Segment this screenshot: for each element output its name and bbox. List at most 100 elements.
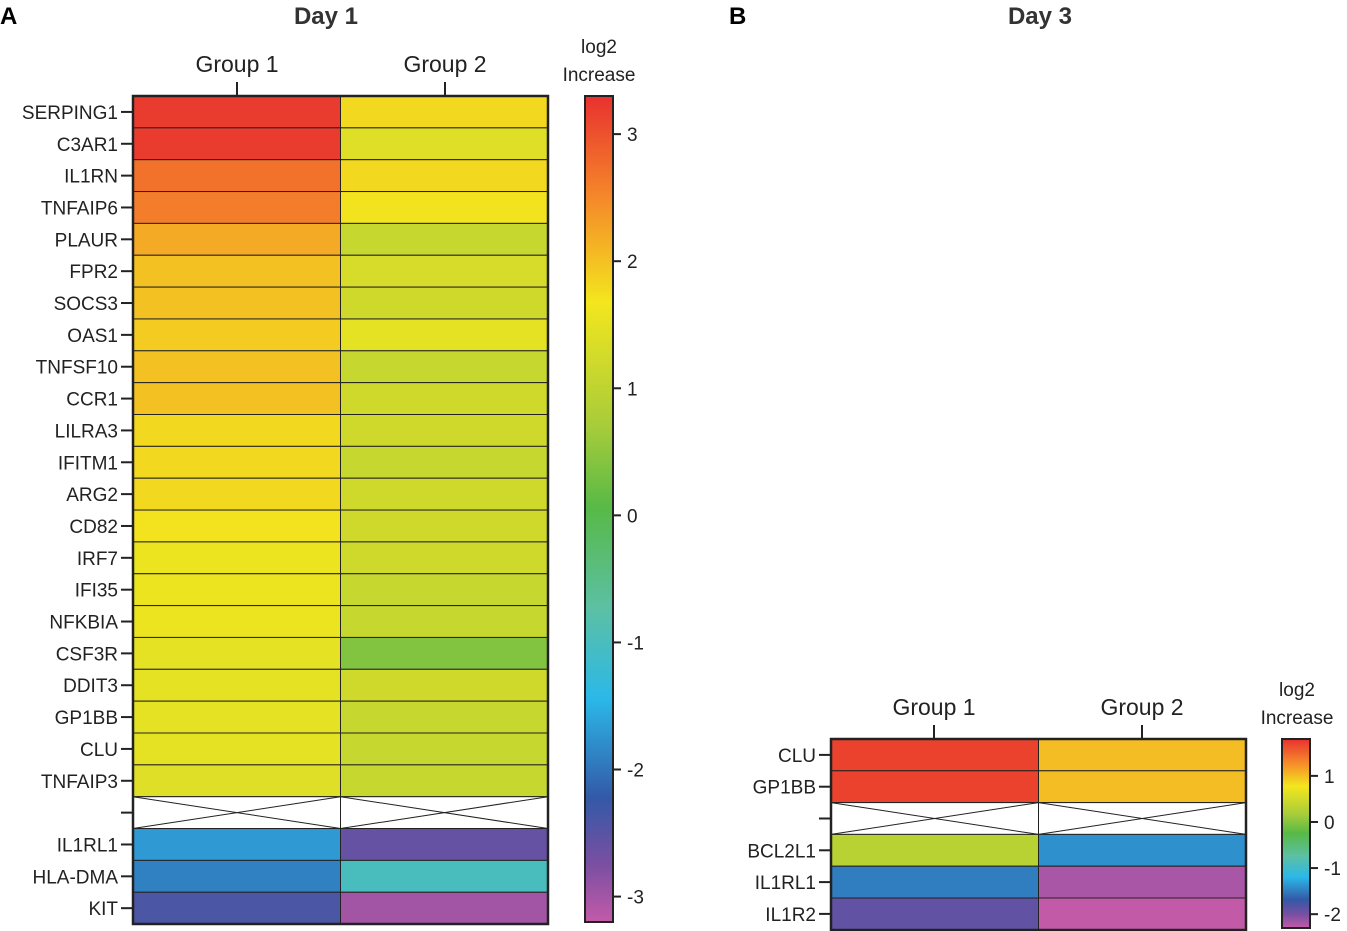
heatmap-cell — [830, 897, 1039, 931]
heatmap-cell — [340, 732, 549, 766]
heatmap-cell — [340, 350, 549, 384]
heatmap-cell — [340, 828, 549, 861]
heatmap-cell — [340, 95, 549, 129]
heatmap-a-row-labels: SERPING1 C3AR1 IL1RN TNFAIP6 PLAUR FPR2 SOCS3 O… — [22, 103, 133, 920]
row-label: IFITM1 — [58, 453, 118, 474]
column-label-group-1: Group 1 — [892, 694, 975, 720]
row-label: TNFAIP3 — [41, 772, 118, 793]
heatmap-cell — [340, 191, 549, 224]
heatmap-cell — [830, 738, 1039, 772]
panel-a-letter: A — [0, 3, 17, 30]
colorbar-b-title-line-2: Increase — [1261, 708, 1334, 729]
heatmap-cell — [340, 541, 549, 575]
heatmap-cell — [132, 573, 341, 607]
heatmap-cell — [340, 159, 549, 193]
heatmap-cell — [132, 191, 341, 224]
heatmap-cell — [340, 636, 549, 670]
heatmap-a-cells — [132, 95, 549, 925]
panel-a-title: Day 1 — [294, 3, 358, 30]
heatmap-cell — [830, 865, 1039, 899]
heatmap-cell — [132, 732, 341, 766]
heatmap-cell — [1038, 770, 1247, 804]
colorbar-a-title-line-2: Increase — [563, 65, 636, 86]
heatmap-cell — [830, 770, 1039, 804]
heatmap-cell — [340, 573, 549, 607]
heatmap-cell — [132, 509, 341, 543]
colorbar-a — [584, 95, 614, 923]
heatmap-cell — [340, 859, 549, 893]
heatmap-cell — [1038, 833, 1247, 867]
heatmap-cell — [132, 668, 341, 702]
colorbar-tick-label: 2 — [627, 252, 638, 273]
heatmap-cell — [1038, 738, 1247, 772]
colorbar-a-ticks: 3 2 1 0 -1 -2 -3 — [613, 125, 644, 909]
row-label: IRF7 — [77, 549, 118, 570]
row-label: ARG2 — [66, 485, 118, 506]
heatmap-cell — [132, 891, 341, 925]
heatmap-cell — [340, 382, 549, 415]
heatmap-cell — [340, 414, 549, 447]
colorbar-tick-label: 3 — [627, 125, 638, 146]
row-label: GP1BB — [55, 708, 118, 729]
row-label: SOCS3 — [54, 294, 118, 315]
heatmap-cell — [132, 445, 341, 479]
colorbar-tick-label: -1 — [627, 633, 644, 654]
column-label-group-2: Group 2 — [1100, 694, 1183, 720]
colorbar-a-title-line-1: log2 — [581, 37, 617, 58]
panel-b: B Day 3 Group 1 Group 2 CLU GP1BB BCL2L1 IL… — [729, 3, 1341, 931]
row-label: KIT — [88, 899, 118, 920]
heatmap-cell — [340, 605, 549, 638]
heatmap-cell — [132, 859, 341, 893]
heatmap-cell — [132, 350, 341, 384]
heatmap-cell — [132, 605, 341, 638]
heatmap-cell — [340, 445, 549, 479]
heatmap-cell — [132, 286, 341, 320]
panel-b-letter: B — [729, 3, 746, 30]
heatmap-cell — [340, 700, 549, 734]
colorbar-tick-label: -3 — [627, 888, 644, 909]
row-label: CLU — [80, 740, 118, 761]
heatmap-cell — [132, 254, 341, 288]
colorbar-tick-label: 0 — [627, 506, 638, 527]
heatmap-cell — [340, 509, 549, 543]
heatmap-cell — [340, 891, 549, 925]
colorbar-tick-label: 0 — [1324, 813, 1335, 834]
heatmap-b-cells — [830, 738, 1247, 931]
row-label: PLAUR — [55, 230, 118, 251]
heatmap-cell — [340, 254, 549, 288]
row-label: CLU — [778, 746, 816, 767]
panel-b-title: Day 3 — [1008, 3, 1072, 30]
row-label: CCR1 — [66, 390, 118, 411]
colorbar-b-title-line-1: log2 — [1279, 680, 1315, 701]
heatmap-cell — [1038, 897, 1247, 931]
empty-cell-cross — [340, 796, 549, 830]
empty-cell-cross — [830, 802, 1039, 835]
row-label: FPR2 — [69, 262, 118, 283]
row-label: SERPING1 — [22, 103, 118, 124]
heatmap-cell — [132, 541, 341, 575]
heatmap-b-frame — [829, 737, 1248, 931]
heatmap-cell — [132, 222, 341, 256]
row-label: CSF3R — [56, 644, 118, 665]
colorbar-tick-label: -2 — [1324, 905, 1341, 926]
heatmap-cell — [340, 318, 549, 352]
heatmap-cell — [1038, 865, 1247, 899]
colorbar-tick-label: 1 — [627, 379, 638, 400]
heatmap-cell — [340, 668, 549, 702]
row-label: DDIT3 — [63, 676, 118, 697]
row-label: TNFSF10 — [36, 358, 118, 379]
heatmap-cell — [132, 636, 341, 670]
row-label: HLA-DMA — [32, 867, 118, 888]
heatmap-cell — [132, 828, 341, 861]
heatmap-cell — [340, 764, 549, 798]
heatmap-cell — [132, 159, 341, 193]
row-label: IL1R2 — [765, 905, 816, 926]
heatmap-cell — [132, 764, 341, 798]
row-label: GP1BB — [753, 778, 816, 799]
heatmap-cell — [340, 222, 549, 256]
empty-cell-cross — [132, 796, 341, 830]
empty-cell-cross — [1038, 802, 1247, 835]
colorbar-tick-label: 1 — [1324, 767, 1335, 788]
row-label: IL1RL1 — [755, 873, 816, 894]
